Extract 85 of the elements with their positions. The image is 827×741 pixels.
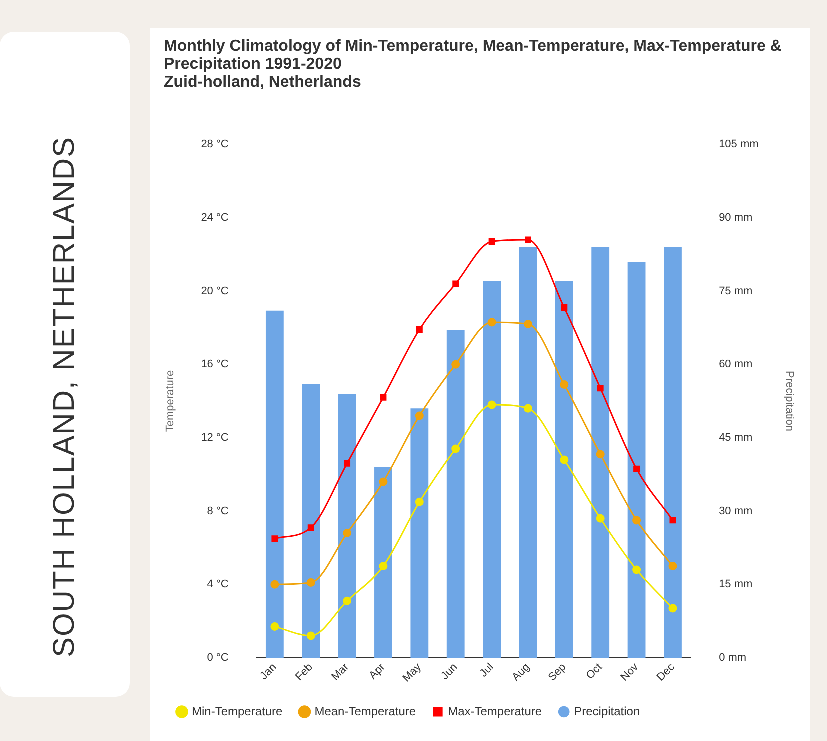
x-tick-label: Sep [546,661,569,684]
y2-tick-label: 105 mm [719,138,759,151]
x-tick-label: May [400,661,424,685]
point [632,516,642,525]
y2-tick-label: 45 mm [719,432,753,444]
point [272,536,278,542]
bar [555,282,574,658]
point [634,466,640,472]
point [524,320,532,329]
point [343,596,352,606]
bar [446,330,465,658]
point [488,400,496,410]
y2-tick-label: 15 mm [719,578,753,591]
bar [483,282,501,658]
y2-tick-label: 75 mm [719,285,753,298]
point [668,562,678,571]
point [452,360,460,369]
point [306,578,316,588]
bar [519,247,538,658]
x-tick-label: Aug [510,661,532,684]
y-tick-label: 12 °C [201,432,229,444]
chart-subtitle: Zuid-holland, Netherlands [164,74,362,92]
text: SOUTH HOLLAND, NETHERLANDS [48,136,82,658]
point [416,326,423,334]
y2-tick-label: 90 mm [719,212,753,224]
x-tick-label: Jun [439,661,460,682]
y2-axis-title: Precipitation [783,371,796,432]
x-tick-label: Mar [330,661,352,684]
point [632,566,642,574]
y2-tick-label: 60 mm [719,358,753,371]
point [488,238,496,245]
point [452,444,460,454]
x-tick-label: Oct [584,661,605,682]
legend-label: Min-Temperature [192,704,284,718]
point [670,517,676,524]
point [561,304,568,312]
y-axis-title: Temperature [164,370,177,432]
point [560,456,569,464]
bar [302,384,320,658]
chart-title: Monthly Climatology of Min-Temperature, Mean-Temperature, Max-Temperature & Precipitation 1991-2020 [164,38,783,74]
y-tick-label: 4 °C [207,578,229,591]
bar [592,247,610,658]
y-tick-label: 16 °C [201,358,229,371]
point [380,394,387,401]
point [596,450,605,459]
point [668,604,678,613]
legend-label: Precipitation [574,704,640,718]
x-tick-label: Dec [654,661,678,684]
x-tick-label: Jul [478,661,496,680]
bar [374,467,392,658]
y-tick-label: 8 °C [207,505,229,518]
x-tick-label: Jan [258,661,280,682]
y-tick-label: 28 °C [201,138,229,151]
point [306,632,316,640]
point [452,280,460,288]
legend-label: Max-Temperature [448,704,542,718]
bar [628,262,646,658]
y-tick-label: 24 °C [201,212,229,224]
point [343,529,352,538]
x-tick-label: Feb [293,661,316,684]
point [270,622,280,632]
bar [338,394,356,658]
bar [410,408,429,658]
point [308,524,314,532]
point [270,580,280,589]
x-tick-label: Apr [367,661,388,682]
point [560,380,569,390]
y2-tick-label: 0 mm [719,652,747,664]
bar [664,247,682,658]
legend-label: Mean-Temperature [314,704,416,718]
point [596,514,605,523]
point [597,385,604,392]
bar [266,310,284,658]
y-tick-label: 0 °C [207,652,229,664]
point [415,412,424,420]
point [525,236,532,244]
y2-tick-label: 30 mm [719,505,753,518]
y-tick-label: 20 °C [201,285,229,298]
point [379,562,388,571]
point [415,498,424,506]
point [488,318,496,327]
point [344,460,351,467]
point [379,478,388,486]
point [524,404,532,413]
x-tick-label: Nov [618,661,642,684]
